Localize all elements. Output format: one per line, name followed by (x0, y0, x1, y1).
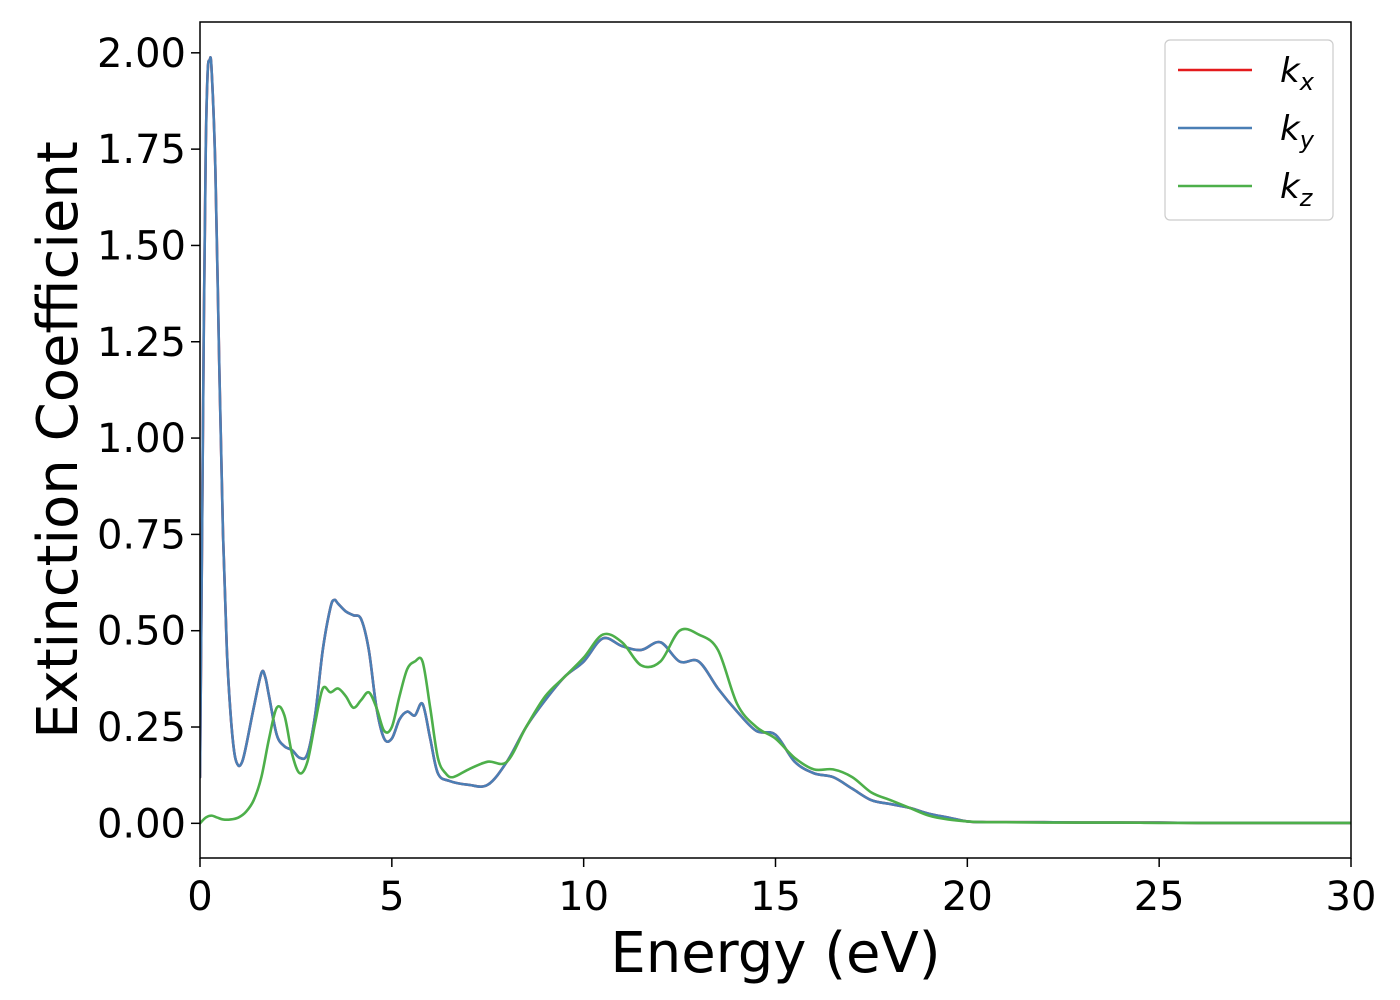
legend-label-y: ky (1280, 109, 1315, 154)
series-line-z (200, 627, 1351, 825)
x-tick-label: 20 (942, 874, 993, 920)
plot-lines (200, 56, 1351, 825)
y-tick-label: 1.25 (97, 320, 186, 366)
y-tick-label: 1.50 (97, 223, 186, 269)
y-axis: 0.00 0.25 0.50 0.75 1.00 1.25 1.50 1.75 2.00 (97, 31, 200, 847)
y-tick-label: 0.75 (97, 512, 186, 558)
legend-label-z: kz (1280, 167, 1314, 212)
y-tick-label: 1.00 (97, 416, 186, 462)
y-axis-label: Extinction Coefficient (26, 141, 91, 739)
x-tick-label: 25 (1134, 874, 1185, 920)
y-tick-label: 1.75 (97, 127, 186, 173)
y-tick-label: 0.00 (97, 801, 186, 847)
x-tick-label: 30 (1326, 874, 1377, 920)
x-axis: 0 5 10 15 20 25 30 (187, 858, 1376, 920)
legend: kx ky kz (1164, 39, 1334, 221)
x-axis-label: Energy (eV) (610, 921, 940, 986)
y-tick-label: 0.25 (97, 705, 186, 751)
x-tick-label: 0 (187, 874, 212, 920)
legend-box (1164, 39, 1334, 221)
x-tick-label: 5 (379, 874, 404, 920)
y-tick-label: 0.50 (97, 609, 186, 655)
x-tick-label: 10 (558, 874, 609, 920)
legend-label-x: kx (1280, 51, 1315, 96)
x-tick-label: 15 (750, 874, 801, 920)
y-tick-label: 2.00 (97, 31, 186, 77)
